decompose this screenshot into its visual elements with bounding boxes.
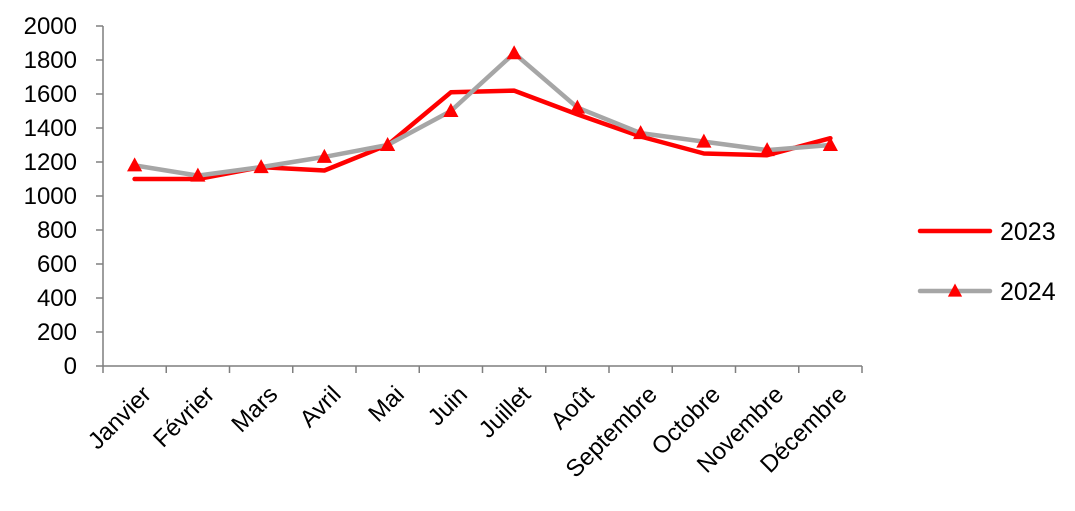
y-tick-label: 1400 [24, 115, 77, 142]
chart-axes [96, 25, 863, 373]
data-point-2024 [190, 167, 206, 182]
series-line-2024 [132, 50, 833, 178]
data-point-2024 [316, 148, 332, 163]
x-tick-label: Avril [295, 381, 347, 433]
y-tick-label: 1800 [24, 47, 77, 74]
data-point-2024 [759, 142, 775, 157]
data-point-2024 [443, 103, 459, 117]
x-tick-label: Mai [363, 381, 409, 427]
data-point-2024 [506, 45, 522, 60]
data-point-2024 [569, 99, 585, 114]
y-tick-label: 1600 [24, 81, 77, 108]
x-tick-label: Mars [226, 381, 283, 438]
x-tick-label: Août [545, 381, 599, 435]
x-tick-label: Juin [423, 381, 473, 431]
legend-marker-2024 [947, 283, 963, 297]
y-tick-label: 0 [64, 353, 77, 380]
x-tick-label: Juillet [474, 381, 537, 444]
y-tick-label: 2000 [24, 13, 77, 40]
y-tick-label: 600 [37, 251, 77, 278]
legend: 2023 2024 [917, 218, 1056, 306]
y-tick-label: 200 [37, 319, 77, 346]
data-point-2024 [253, 159, 269, 174]
y-axis-tick-labels: 0 200 400 600 800 1000 1200 1400 1600 1800 2000 [24, 13, 77, 380]
legend-label-2024: 2024 [1000, 278, 1056, 306]
data-point-2024 [127, 157, 143, 172]
series-line-2023 [132, 88, 833, 182]
plot-area [127, 45, 838, 182]
y-tick-label: 1200 [24, 149, 77, 176]
y-tick-label: 1000 [24, 183, 77, 210]
data-point-2024 [380, 137, 396, 151]
data-point-2024 [822, 137, 838, 151]
y-tick-label: 400 [37, 285, 77, 312]
data-point-2024 [633, 125, 649, 140]
x-tick-label: Février [148, 381, 220, 453]
x-tick-label: Janvier [83, 381, 157, 455]
data-point-2024 [696, 133, 712, 148]
y-tick-label: 800 [37, 217, 77, 244]
legend-label-2023: 2023 [1000, 218, 1056, 246]
